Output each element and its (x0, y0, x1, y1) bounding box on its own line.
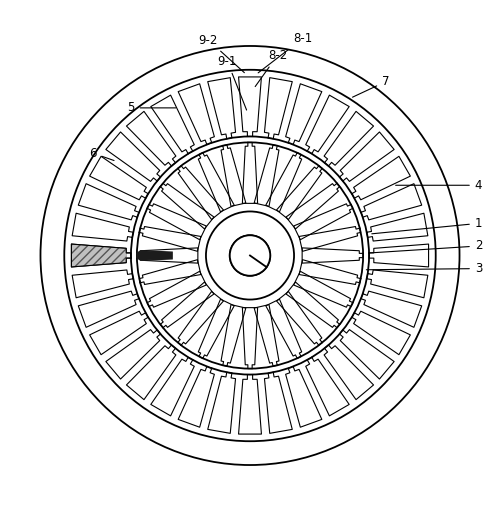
Polygon shape (106, 330, 160, 379)
Text: 8-1: 8-1 (258, 32, 312, 73)
Polygon shape (178, 366, 214, 427)
Polygon shape (294, 271, 353, 307)
Polygon shape (140, 226, 201, 251)
Polygon shape (78, 291, 139, 328)
Polygon shape (276, 291, 322, 345)
Polygon shape (147, 271, 206, 307)
Polygon shape (352, 156, 410, 200)
Polygon shape (90, 156, 148, 200)
Polygon shape (221, 305, 246, 366)
Polygon shape (242, 308, 258, 368)
Polygon shape (352, 311, 410, 355)
Polygon shape (276, 166, 322, 220)
Polygon shape (106, 132, 160, 181)
Polygon shape (299, 226, 360, 251)
Text: 2: 2 (370, 240, 482, 253)
Polygon shape (126, 111, 176, 166)
Polygon shape (324, 345, 374, 400)
Polygon shape (151, 95, 194, 154)
Text: 8-2: 8-2 (255, 49, 287, 86)
Polygon shape (137, 248, 198, 263)
Polygon shape (238, 77, 262, 136)
Polygon shape (221, 145, 246, 206)
Polygon shape (140, 260, 201, 285)
Text: 7: 7 (352, 75, 390, 97)
Polygon shape (367, 270, 428, 298)
Polygon shape (286, 366, 322, 427)
Text: 9-1: 9-1 (218, 55, 246, 110)
Text: 6: 6 (89, 147, 114, 160)
Polygon shape (254, 145, 279, 206)
Text: 9-2: 9-2 (198, 34, 244, 73)
Polygon shape (361, 291, 422, 328)
Polygon shape (266, 299, 302, 358)
Polygon shape (198, 299, 234, 358)
Polygon shape (294, 204, 353, 240)
Polygon shape (160, 282, 214, 328)
Polygon shape (126, 345, 176, 400)
Polygon shape (299, 260, 360, 285)
Polygon shape (302, 248, 363, 263)
Text: 4: 4 (396, 179, 482, 192)
Text: 1: 1 (372, 217, 482, 234)
Polygon shape (340, 132, 394, 181)
Polygon shape (208, 373, 236, 433)
Text: 3: 3 (366, 262, 482, 275)
Polygon shape (369, 244, 428, 267)
Polygon shape (198, 153, 234, 212)
Polygon shape (72, 244, 131, 267)
Polygon shape (254, 305, 279, 366)
Polygon shape (324, 111, 374, 166)
Circle shape (230, 235, 270, 276)
Polygon shape (286, 282, 340, 328)
Polygon shape (361, 183, 422, 220)
Polygon shape (306, 357, 349, 416)
Polygon shape (72, 244, 126, 267)
Polygon shape (72, 270, 133, 298)
Polygon shape (286, 183, 340, 229)
Polygon shape (340, 330, 394, 379)
Polygon shape (78, 183, 139, 220)
Polygon shape (178, 166, 224, 220)
Polygon shape (266, 153, 302, 212)
Polygon shape (367, 213, 428, 241)
Polygon shape (264, 78, 292, 138)
Polygon shape (147, 204, 206, 240)
Polygon shape (178, 84, 214, 145)
Polygon shape (242, 143, 258, 203)
Polygon shape (208, 78, 236, 138)
Polygon shape (72, 213, 133, 241)
Polygon shape (286, 84, 322, 145)
Polygon shape (160, 183, 214, 229)
Polygon shape (90, 311, 148, 355)
Text: 5: 5 (128, 101, 176, 114)
Polygon shape (178, 291, 224, 345)
Polygon shape (264, 373, 292, 433)
Polygon shape (137, 251, 172, 260)
Polygon shape (238, 375, 262, 434)
Polygon shape (306, 95, 349, 154)
Polygon shape (151, 357, 194, 416)
